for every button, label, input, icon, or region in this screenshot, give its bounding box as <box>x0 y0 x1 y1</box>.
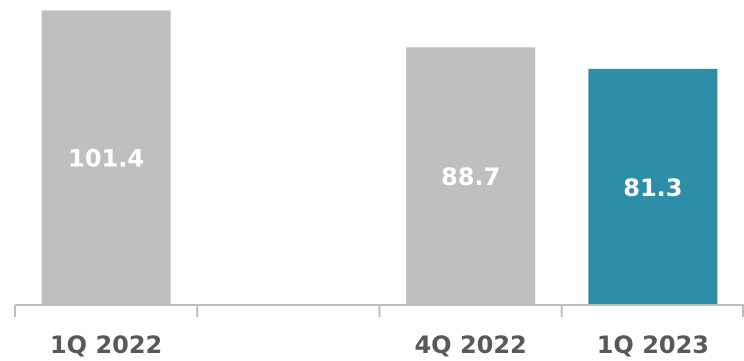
x-tick-labels: 1Q 2022 4Q 2022 1Q 2023 <box>50 331 709 359</box>
x-tick-label-3: 1Q 2023 <box>597 331 709 359</box>
bar-3 <box>588 68 718 305</box>
x-axis <box>14 304 744 317</box>
bars-group: 101.4 88.7 81.3 <box>41 10 718 305</box>
bar-0 <box>41 10 171 305</box>
data-label-2: 88.7 <box>441 163 500 191</box>
data-label-0: 101.4 <box>68 145 144 173</box>
x-tick-label-0: 1Q 2022 <box>50 331 162 359</box>
x-tick-label-2: 4Q 2022 <box>414 331 526 359</box>
data-label-3: 81.3 <box>623 174 682 202</box>
bar-2 <box>406 47 536 305</box>
